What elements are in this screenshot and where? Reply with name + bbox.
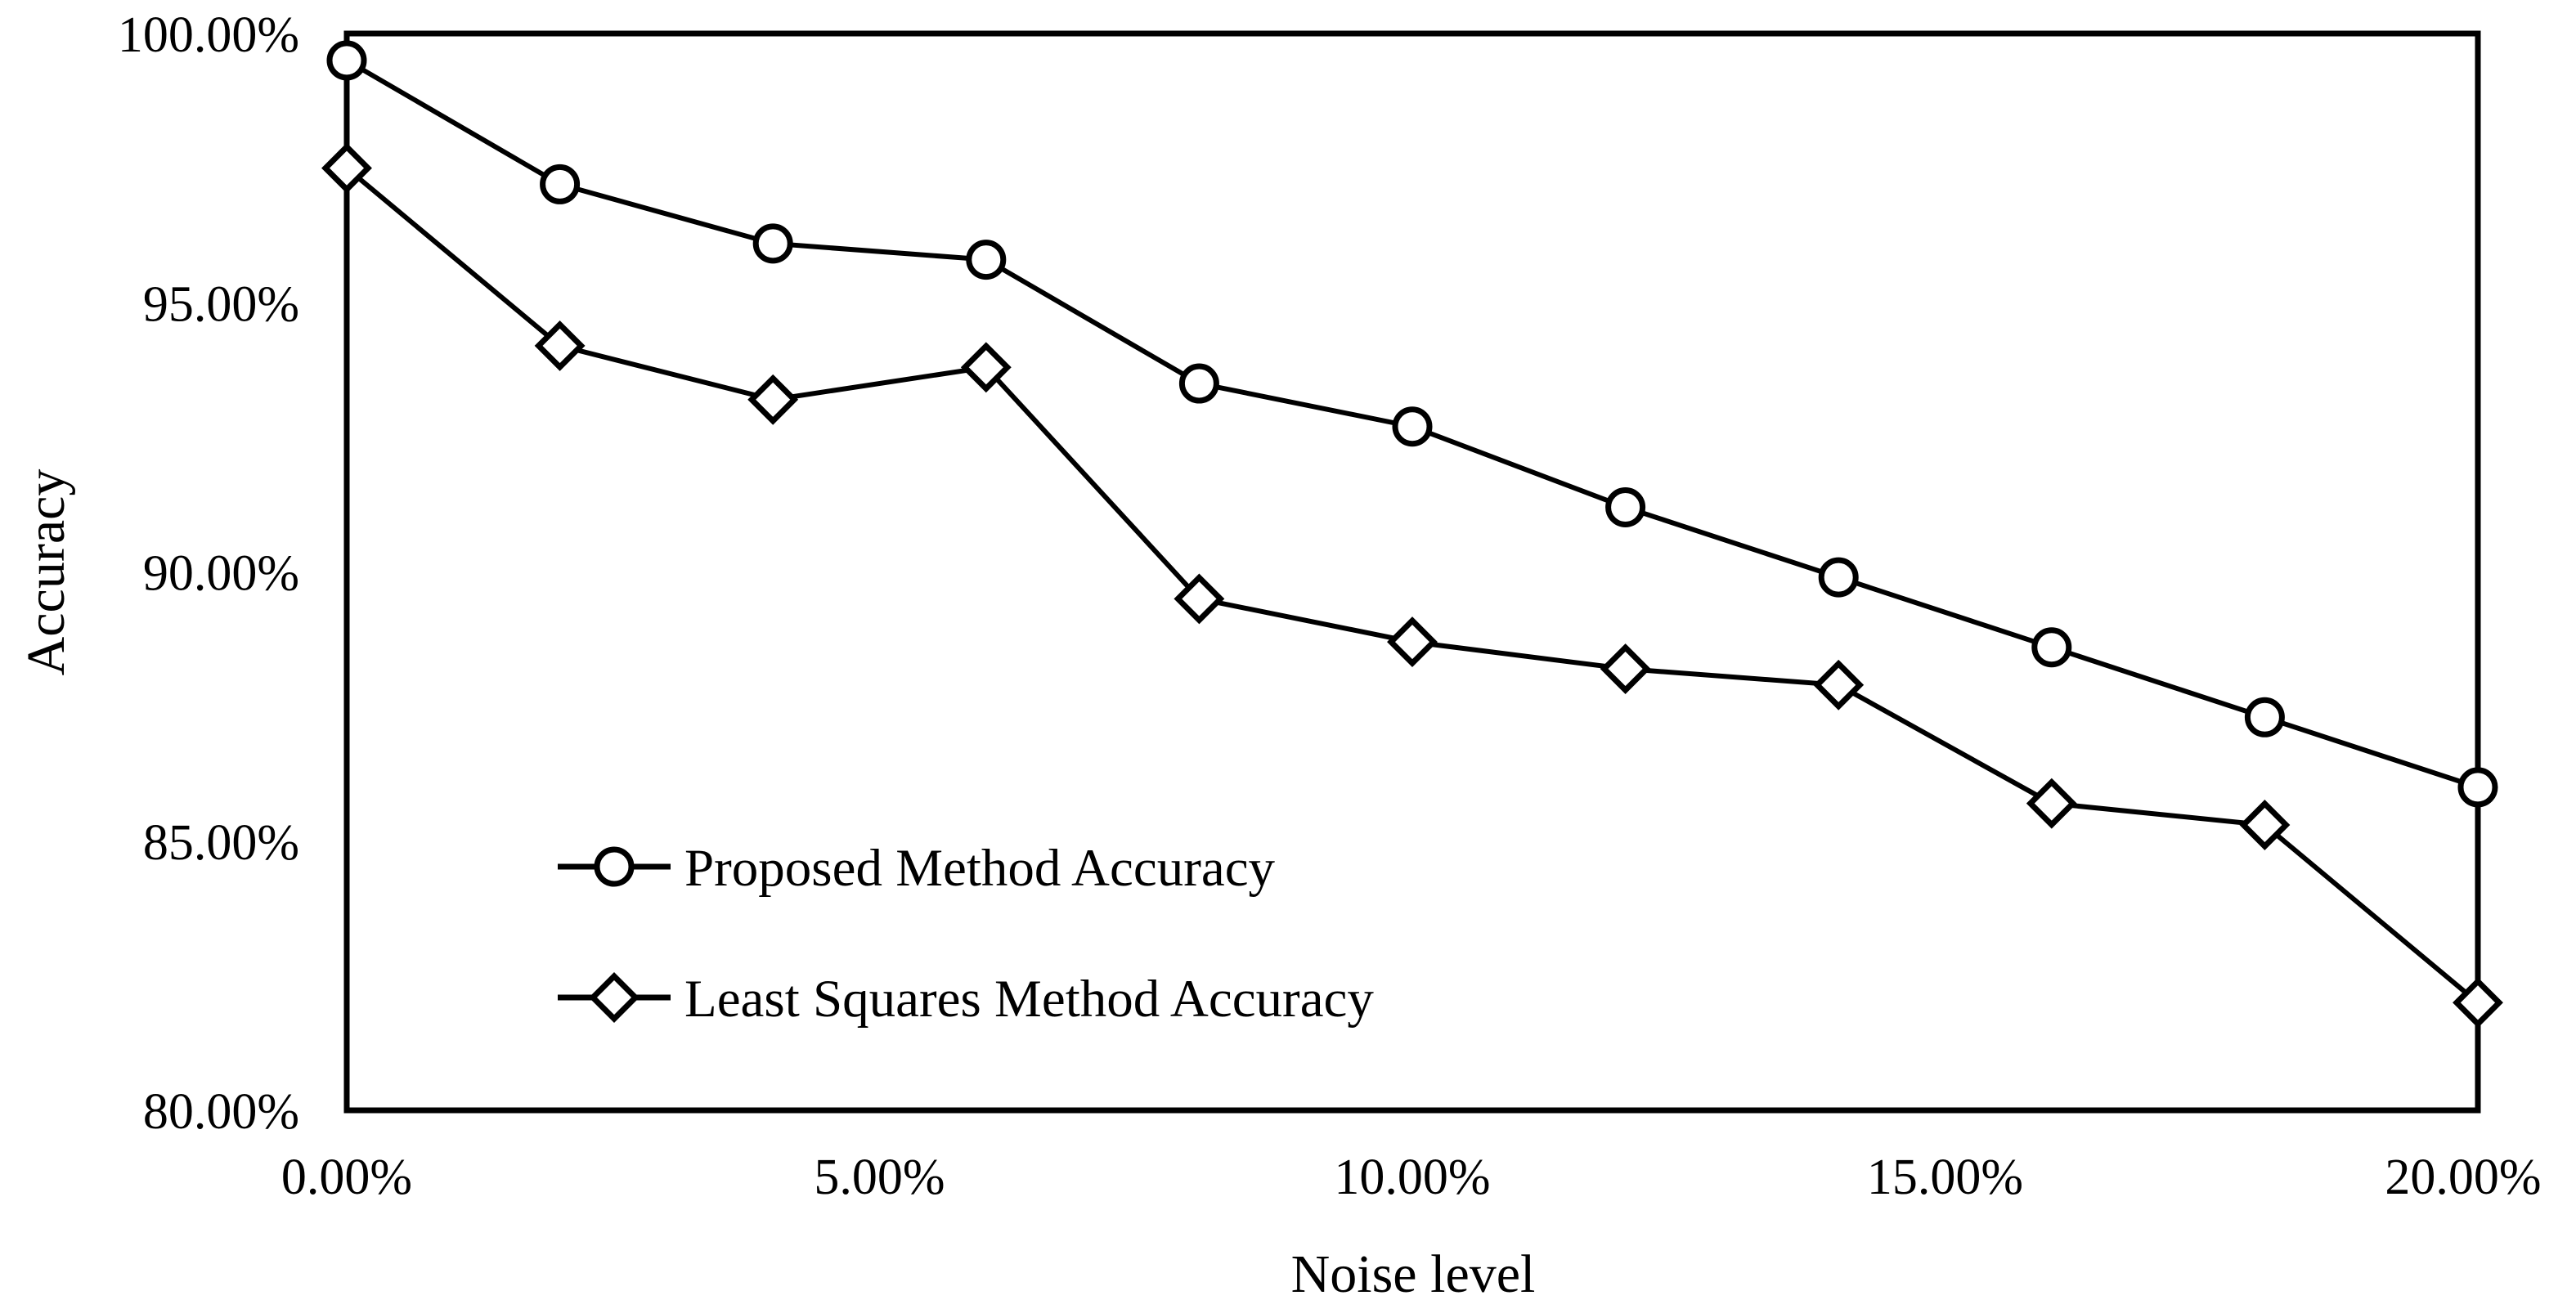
diamond-marker-icon <box>1174 573 1225 625</box>
diamond-marker-icon <box>1600 643 1651 694</box>
diamond-marker-icon <box>1813 659 1865 711</box>
circle-marker-icon <box>1178 363 1219 404</box>
y-tick-label: 100.00% <box>118 7 299 63</box>
diamond-marker-icon <box>321 142 372 194</box>
series-lines <box>345 58 2480 1005</box>
x-tick-label: 15.00% <box>1867 1150 2023 1205</box>
y-tick-label: 80.00% <box>143 1084 299 1140</box>
x-tick-label: 10.00% <box>1334 1150 1490 1205</box>
y-tick-label: 85.00% <box>143 815 299 871</box>
axis-tick-labels: 100.00% 95.00% 90.00% 85.00% 80.00% 0.00% 5.00… <box>118 7 2542 1205</box>
series-line-diamond <box>345 166 2480 1005</box>
diamond-marker-icon <box>747 374 799 425</box>
circle-marker-icon <box>752 223 793 264</box>
plot-border <box>343 30 2481 1114</box>
diamond-marker-icon <box>1387 616 1438 668</box>
x-axis-title: Noise level <box>1291 1244 1536 1300</box>
circle-marker-icon <box>540 164 581 204</box>
y-tick-label: 95.00% <box>143 276 299 332</box>
circle-marker-icon <box>2031 627 2072 668</box>
circle-marker-icon <box>2457 767 2498 808</box>
y-tick-label: 90.00% <box>143 546 299 602</box>
legend-label: Least Squares Method Accuracy <box>684 970 1374 1029</box>
x-tick-label: 0.00% <box>281 1150 412 1205</box>
plot-frame <box>343 30 2481 1114</box>
legend-item-least-squares-method: Least Squares Method Accuracy <box>558 970 1374 1029</box>
circle-marker-icon <box>2244 697 2285 737</box>
diamond-marker-icon <box>2453 977 2503 1029</box>
legend-item-proposed-method: Proposed Method Accuracy <box>558 839 1276 898</box>
circle-marker-icon <box>594 846 635 887</box>
data-markers <box>321 40 2503 1029</box>
x-tick-label: 5.00% <box>814 1150 945 1205</box>
diamond-marker-icon <box>2239 800 2291 850</box>
circle-marker-icon <box>1818 557 1859 598</box>
legend-label: Proposed Method Accuracy <box>684 839 1276 898</box>
circle-marker-icon <box>1392 406 1433 447</box>
diamond-marker-icon <box>534 320 586 371</box>
x-tick-label: 20.00% <box>2385 1150 2541 1205</box>
circle-marker-icon <box>326 40 367 81</box>
diamond-marker-icon <box>589 972 640 1023</box>
y-axis-title: Accuracy <box>16 469 76 676</box>
diamond-marker-icon <box>2026 778 2077 829</box>
circle-marker-icon <box>1605 486 1646 527</box>
legend: Proposed Method Accuracy Least Squares M… <box>558 839 1374 1029</box>
diamond-marker-icon <box>960 342 1012 393</box>
circle-marker-icon <box>966 240 1007 280</box>
